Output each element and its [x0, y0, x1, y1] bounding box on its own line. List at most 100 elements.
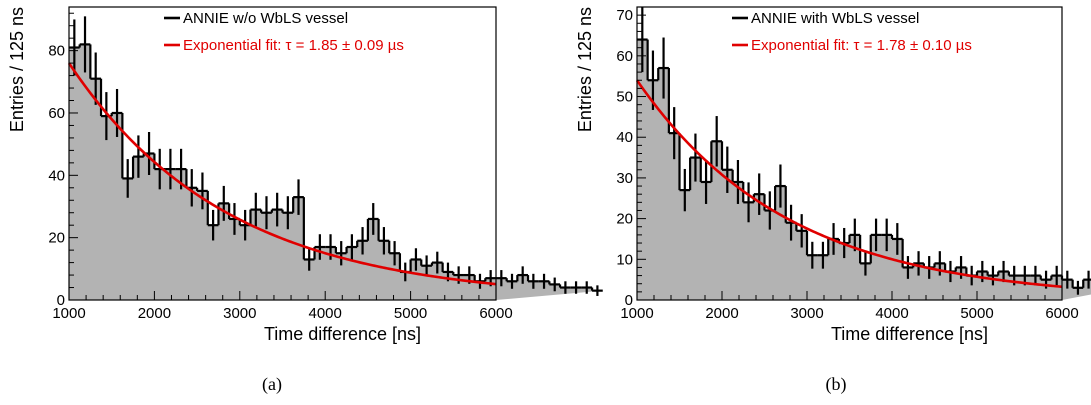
chart-panel-b: 1000 2000 3000 4000 5000 6000 Time difference …: [575, 6, 1091, 344]
histogram-bin: [69, 19, 80, 76]
chart-panel-a: 1000 2000 3000 4000 5000 6000 Time difference …: [7, 6, 603, 344]
y-axis: 0 10 20 30 40 50 60 70 Entries / 125 ns: [575, 6, 646, 309]
histogram-bin: [302, 197, 315, 271]
histogram-bin: [196, 172, 208, 210]
histogram-fill: [637, 39, 1091, 300]
legend-label-fit: Exponential fit: τ = 1.85 ± 0.09 µs: [183, 37, 404, 54]
histogram-bin: [1071, 279, 1084, 295]
x-tick-label: 2000: [138, 305, 171, 322]
histogram-bin: [356, 227, 368, 255]
histogram-bin: [881, 218, 892, 252]
histogram-bin: [570, 281, 582, 294]
y-tick-label: 40: [616, 129, 633, 146]
histogram-bin: [206, 190, 219, 241]
histogram-bars: [637, 7, 1091, 295]
y-tick-label: 20: [48, 230, 65, 247]
x-tick-label: 1000: [52, 305, 85, 322]
legend: ANNIE w/o WbLS vessel Exponential fit: τ …: [164, 10, 404, 54]
histogram-bin: [538, 273, 550, 289]
x-tick-label: 1000: [620, 305, 653, 322]
legend: ANNIE with WbLS vessel Exponential fit: τ…: [732, 10, 972, 54]
histogram-bin: [249, 192, 262, 227]
histogram-bin: [78, 16, 91, 73]
histogram-bin: [420, 255, 432, 276]
y-tick-label: 20: [616, 211, 633, 228]
y-tick-label: 10: [616, 251, 633, 268]
histogram-bin: [710, 116, 722, 182]
histogram-bin: [869, 218, 882, 264]
histogram-bin: [366, 203, 379, 241]
y-tick-label: 0: [625, 292, 633, 309]
x-tick-label: 3000: [790, 305, 823, 322]
histogram-bin: [516, 266, 529, 284]
histogram-bin: [270, 192, 283, 227]
x-tick-label: 4000: [309, 305, 342, 322]
histogram-bin: [496, 270, 507, 287]
histogram-bin: [699, 157, 712, 204]
histogram-bin: [997, 260, 1009, 283]
histogram-bin: [805, 230, 818, 269]
histogram-bin: [1050, 265, 1062, 286]
histogram-bin: [689, 133, 701, 191]
histogram-bin: [678, 133, 691, 212]
histogram-bin: [986, 265, 999, 286]
histogram-bin: [345, 234, 358, 260]
y-tick-label: 30: [616, 170, 633, 187]
histogram-bin: [848, 218, 861, 252]
histogram-bin: [388, 240, 400, 266]
histogram-bin: [590, 285, 603, 296]
histogram-bin: [657, 37, 669, 99]
histogram-bin: [131, 135, 144, 179]
histogram-bin: [731, 160, 744, 204]
histogram-bin: [1030, 265, 1041, 286]
histogram-bin: [110, 88, 123, 137]
histogram-bin: [505, 273, 518, 289]
histogram-bin: [292, 179, 304, 215]
legend-label-hist: ANNIE with WbLS vessel: [751, 10, 919, 27]
y-tick-label: 0: [57, 292, 65, 309]
x-tick-label: 6000: [1045, 305, 1078, 322]
x-axis-label: Time difference [ns]: [264, 324, 421, 344]
x-axis: 1000 2000 3000 4000 5000 6000 Time difference …: [620, 291, 1079, 344]
y-axis-label: Entries / 125 ns: [575, 7, 595, 132]
fit-curve: [67, 62, 497, 286]
histogram-bin: [646, 39, 659, 110]
histogram-bin: [558, 281, 571, 294]
histogram-bin: [260, 196, 272, 230]
x-tick-label: 5000: [960, 305, 993, 322]
y-tick-label: 40: [48, 167, 65, 184]
histogram-bin: [817, 241, 829, 269]
y-tick-label: 60: [616, 48, 633, 65]
y-axis: 0 20 40 60 80 Entries / 125 ns: [7, 7, 78, 309]
histogram-bin: [1082, 270, 1091, 289]
y-tick-label: 60: [48, 105, 65, 122]
legend-label-hist: ANNIE w/o WbLS vessel: [183, 10, 348, 27]
x-axis: 1000 2000 3000 4000 5000 6000 Time difference …: [52, 291, 513, 344]
histogram-bin: [165, 148, 176, 190]
histogram-fill: [69, 44, 603, 301]
legend-label-fit: Exponential fit: τ = 1.78 ± 0.10 µs: [751, 37, 972, 54]
histogram-bin: [581, 281, 593, 294]
histogram-bin: [121, 112, 134, 198]
histogram-bin: [548, 277, 561, 292]
histogram-bin: [334, 241, 347, 266]
panel-caption: (a): [262, 374, 282, 395]
histogram-bin: [409, 248, 422, 272]
y-tick-label: 50: [616, 89, 633, 106]
histogram-bin: [89, 44, 102, 105]
histogram-bin: [430, 251, 443, 274]
y-tick-label: 70: [616, 7, 633, 24]
y-tick-label: 80: [48, 43, 65, 60]
plot-frame: [68, 6, 497, 301]
x-tick-label: 2000: [705, 305, 738, 322]
x-tick-label: 6000: [479, 305, 512, 322]
histogram-bin: [526, 273, 539, 289]
x-axis-label: Time difference [ns]: [831, 324, 988, 344]
panel-caption: (b): [826, 374, 847, 395]
histogram-bin: [774, 164, 786, 211]
x-tick-label: 4000: [875, 305, 908, 322]
y-axis-label: Entries / 125 ns: [7, 7, 27, 132]
histogram-bin: [377, 218, 390, 255]
fit-curve: [635, 79, 1063, 289]
